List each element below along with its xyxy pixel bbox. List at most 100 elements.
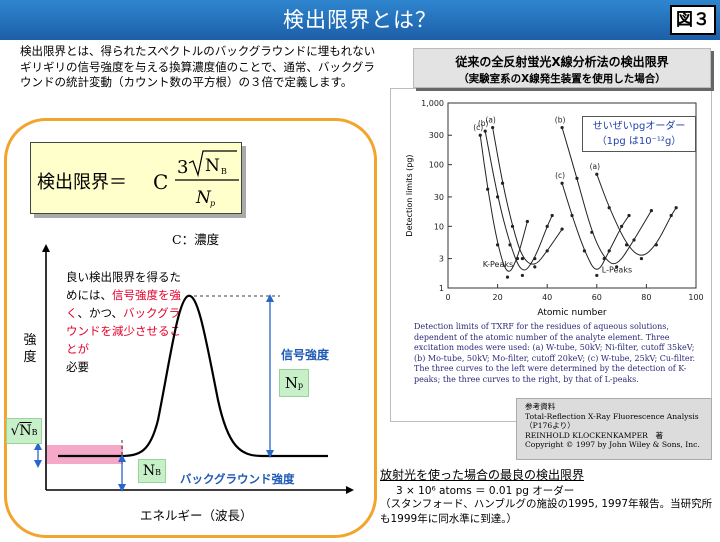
nb-var: N bbox=[142, 463, 156, 479]
series-line-k bbox=[484, 131, 553, 271]
data-point bbox=[560, 227, 564, 231]
data-point bbox=[607, 206, 611, 210]
data-point bbox=[500, 181, 505, 185]
chart-y-axis-label: Detection limits (pg) bbox=[405, 154, 414, 236]
pg-order-annotation-line2: （1pg は10⁻¹²g） bbox=[596, 136, 682, 147]
nb-label-box: NB bbox=[138, 459, 166, 483]
y-tick-label: 1,000 bbox=[421, 99, 444, 108]
data-point bbox=[486, 187, 490, 191]
requirement-text-1: 良い検出限界を得るためには、 bbox=[66, 270, 181, 302]
data-point bbox=[582, 249, 586, 253]
series-label: (a) bbox=[590, 162, 601, 171]
synchrotron-best-title: 放射光を使った場合の最良の検出限界 bbox=[380, 468, 585, 482]
y-tick-label: 1 bbox=[439, 284, 444, 293]
data-point bbox=[510, 224, 515, 228]
requirement-highlight-background: バックグラウンドを減少させることが bbox=[66, 306, 181, 356]
data-point bbox=[550, 213, 554, 218]
x-axis-label: エネルギー（波長） bbox=[140, 508, 253, 523]
data-point bbox=[632, 238, 636, 242]
sqrt-nb-sub: B bbox=[31, 428, 38, 437]
data-point bbox=[505, 275, 510, 279]
chart-x-axis-label: Atomic number bbox=[537, 308, 607, 318]
data-point bbox=[615, 265, 619, 269]
data-point bbox=[649, 208, 653, 213]
reference-line-3: REINHOLD KLOCKENKAMPER 著 bbox=[525, 430, 664, 440]
y-tick-label: 10 bbox=[434, 222, 444, 231]
series-line-k bbox=[492, 127, 563, 265]
data-point bbox=[590, 230, 594, 234]
left-panel-frame bbox=[4, 118, 377, 538]
data-point bbox=[496, 195, 500, 199]
series-line-l bbox=[596, 174, 677, 256]
formula-denominator-sub: p bbox=[210, 199, 215, 208]
requirement-highlight-signal: 信号強度を強く bbox=[66, 288, 181, 320]
data-point bbox=[525, 219, 529, 224]
data-point bbox=[533, 256, 537, 261]
formula-label: 検出限界＝ bbox=[37, 172, 127, 193]
spectrum-diagram bbox=[34, 244, 354, 494]
l-peaks-label: L-Peaks bbox=[602, 265, 632, 274]
chart-plot-border bbox=[447, 102, 697, 289]
requirement-text-3: 必要 bbox=[66, 360, 89, 374]
reference-line-2: （P176より） bbox=[525, 421, 575, 430]
x-tick-label: 20 bbox=[493, 293, 503, 302]
data-point bbox=[545, 224, 549, 228]
formula-numerator-coef: 3 bbox=[177, 157, 188, 178]
sqrt-nb-var: N bbox=[19, 423, 32, 439]
data-point bbox=[545, 249, 549, 253]
formula-constant: C bbox=[153, 170, 168, 194]
data-point bbox=[560, 181, 564, 185]
right-title-main: 従来の全反射蛍光X線分析法の検出限界 bbox=[455, 55, 669, 69]
intro-paragraph: 検出限界とは、得られたスペクトルのバックグラウンドに埋もれないギリギリの信号強度… bbox=[20, 44, 376, 89]
data-point bbox=[624, 243, 629, 247]
pg-order-annotation-line1: せいぜいpgオーダー bbox=[592, 121, 686, 132]
formula-sqrt-sign bbox=[188, 150, 237, 178]
sqrt-sign-icon: √ bbox=[10, 423, 20, 439]
data-point bbox=[627, 213, 631, 218]
data-point bbox=[654, 243, 658, 247]
x-tick-label: 100 bbox=[688, 293, 703, 302]
data-point bbox=[639, 256, 644, 261]
data-point bbox=[570, 213, 574, 218]
data-point bbox=[595, 273, 599, 278]
k-peaks-label: K-Peaks bbox=[483, 260, 513, 269]
x-tick-label: 60 bbox=[592, 293, 602, 302]
np-sub: p bbox=[298, 381, 304, 390]
formula-graphic: 検出限界＝ C 3 N B N p bbox=[37, 150, 239, 208]
data-point bbox=[674, 206, 678, 210]
data-point bbox=[620, 224, 624, 228]
formula-numerator-var: N bbox=[205, 156, 220, 176]
y-tick-label: 30 bbox=[434, 193, 444, 202]
x-tick-label: 80 bbox=[641, 293, 651, 302]
data-point bbox=[602, 256, 606, 261]
data-point bbox=[607, 249, 611, 253]
formula-denominator-var: N bbox=[195, 188, 212, 208]
pg-order-annotation: せいぜいpgオーダー （1pg は10⁻¹²g） bbox=[582, 116, 696, 152]
data-point bbox=[560, 125, 564, 130]
data-point bbox=[515, 256, 520, 261]
series-label: (b) bbox=[555, 116, 566, 125]
concentration-note: C：濃度 bbox=[172, 232, 220, 247]
data-point bbox=[491, 125, 495, 130]
formula-numerator-sub: B bbox=[221, 167, 227, 176]
series-label: (c) bbox=[473, 123, 483, 132]
figure-number-label: 図３ bbox=[670, 5, 716, 35]
chart-axes bbox=[447, 102, 697, 289]
signal-intensity-label: 信号強度 bbox=[281, 348, 330, 362]
series-line-l bbox=[561, 183, 630, 270]
data-point bbox=[669, 213, 673, 218]
reference-heading: 参考資料 bbox=[525, 402, 556, 411]
formula-box: 検出限界＝ C 3 N B N p bbox=[30, 142, 242, 214]
np-label-box: Np bbox=[279, 369, 309, 397]
data-point bbox=[508, 243, 512, 247]
series-label: (b) bbox=[478, 119, 489, 128]
data-point bbox=[483, 129, 487, 133]
reference-line-1: Total-Reflection X-Ray Fluorescence Anal… bbox=[525, 411, 699, 421]
synchrotron-best-value: 3 × 10⁶ atoms ＝ 0.01 pg オーダー bbox=[396, 485, 575, 497]
right-title-box: 従来の全反射蛍光X線分析法の検出限界 （実験室系のX線発生装置を使用した場合） bbox=[413, 48, 711, 88]
y-tick-label: 3 bbox=[439, 255, 444, 264]
data-point bbox=[520, 273, 524, 278]
series-label: (a) bbox=[485, 116, 496, 125]
x-tick-label: 40 bbox=[542, 293, 552, 302]
